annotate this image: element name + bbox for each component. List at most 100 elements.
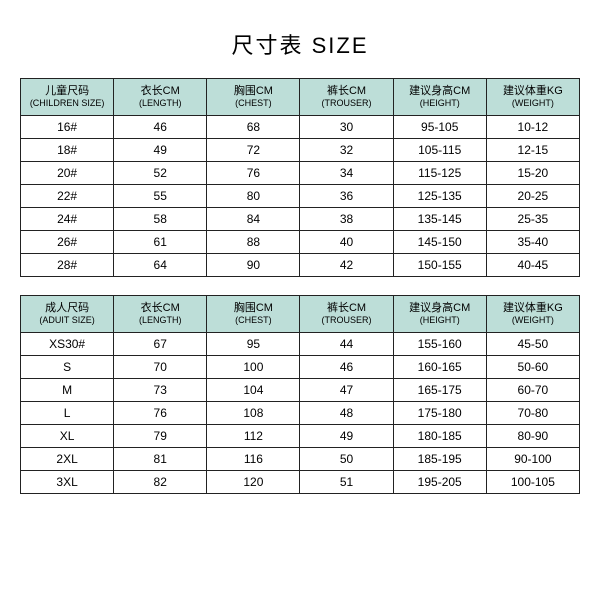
table-cell: 150-155 — [393, 254, 486, 277]
table-cell: 145-150 — [393, 231, 486, 254]
table-cell: 36 — [300, 185, 393, 208]
table-row: 26#618840145-15035-40 — [21, 231, 580, 254]
table-cell: 185-195 — [393, 448, 486, 471]
col-weight: 建议体重KG(WEIGHT) — [486, 79, 579, 116]
table-cell: 79 — [114, 425, 207, 448]
table-cell: 32 — [300, 139, 393, 162]
adult-size-table: 成人尺码(ADUIT SIZE) 衣长CM(LENGTH) 胸围CM(CHEST… — [20, 295, 580, 494]
table-cell: 100-105 — [486, 471, 579, 494]
table-cell: 50-60 — [486, 356, 579, 379]
table-cell: 16# — [21, 116, 114, 139]
table-cell: 61 — [114, 231, 207, 254]
table-cell: 40-45 — [486, 254, 579, 277]
table-row: 2XL8111650185-19590-100 — [21, 448, 580, 471]
table-cell: 45-50 — [486, 333, 579, 356]
table-cell: 108 — [207, 402, 300, 425]
table-cell: 100 — [207, 356, 300, 379]
table-cell: 26# — [21, 231, 114, 254]
table-cell: 80-90 — [486, 425, 579, 448]
table-gap — [20, 277, 580, 295]
table-cell: 84 — [207, 208, 300, 231]
table-cell: M — [21, 379, 114, 402]
col-chest: 胸围CM(CHEST) — [207, 79, 300, 116]
table-cell: 12-15 — [486, 139, 579, 162]
table-cell: 60-70 — [486, 379, 579, 402]
table-cell: 42 — [300, 254, 393, 277]
table-cell: 88 — [207, 231, 300, 254]
table-cell: 2XL — [21, 448, 114, 471]
table-cell: 44 — [300, 333, 393, 356]
table-cell: XS30# — [21, 333, 114, 356]
table-cell: 120 — [207, 471, 300, 494]
table-cell: 50 — [300, 448, 393, 471]
table-row: L7610848175-18070-80 — [21, 402, 580, 425]
table-cell: 3XL — [21, 471, 114, 494]
col-height: 建议身高CM(HEIGHT) — [393, 296, 486, 333]
table-cell: 90 — [207, 254, 300, 277]
table-cell: 81 — [114, 448, 207, 471]
table-cell: 72 — [207, 139, 300, 162]
table-cell: 195-205 — [393, 471, 486, 494]
table-cell: 49 — [300, 425, 393, 448]
table-row: 20#527634115-12515-20 — [21, 162, 580, 185]
table-cell: 76 — [207, 162, 300, 185]
page-title: 尺寸表 SIZE — [231, 28, 368, 60]
table-row: 24#588438135-14525-35 — [21, 208, 580, 231]
table-cell: 24# — [21, 208, 114, 231]
table-cell: 90-100 — [486, 448, 579, 471]
table-cell: 104 — [207, 379, 300, 402]
table-row: S7010046160-16550-60 — [21, 356, 580, 379]
table-cell: 46 — [114, 116, 207, 139]
table-cell: 30 — [300, 116, 393, 139]
table-cell: 49 — [114, 139, 207, 162]
table-cell: 38 — [300, 208, 393, 231]
table-cell: 76 — [114, 402, 207, 425]
col-length: 衣长CM(LENGTH) — [114, 296, 207, 333]
table-cell: 22# — [21, 185, 114, 208]
table-cell: 18# — [21, 139, 114, 162]
table-cell: 70 — [114, 356, 207, 379]
table-row: 22#558036125-13520-25 — [21, 185, 580, 208]
adult-header-row: 成人尺码(ADUIT SIZE) 衣长CM(LENGTH) 胸围CM(CHEST… — [21, 296, 580, 333]
table-cell: 116 — [207, 448, 300, 471]
table-cell: 165-175 — [393, 379, 486, 402]
table-cell: 40 — [300, 231, 393, 254]
table-cell: 73 — [114, 379, 207, 402]
col-length: 衣长CM(LENGTH) — [114, 79, 207, 116]
table-cell: 58 — [114, 208, 207, 231]
table-row: M7310447165-17560-70 — [21, 379, 580, 402]
table-cell: 180-185 — [393, 425, 486, 448]
col-adult-size: 成人尺码(ADUIT SIZE) — [21, 296, 114, 333]
table-cell: XL — [21, 425, 114, 448]
table-row: 18#497232105-11512-15 — [21, 139, 580, 162]
table-cell: 64 — [114, 254, 207, 277]
col-children-size: 儿童尺码(CHILDREN SIZE) — [21, 79, 114, 116]
table-cell: 67 — [114, 333, 207, 356]
table-cell: 35-40 — [486, 231, 579, 254]
table-cell: 20-25 — [486, 185, 579, 208]
table-cell: 20# — [21, 162, 114, 185]
table-cell: 95 — [207, 333, 300, 356]
table-row: 28#649042150-15540-45 — [21, 254, 580, 277]
table-row: XL7911249180-18580-90 — [21, 425, 580, 448]
table-cell: 160-165 — [393, 356, 486, 379]
col-trouser: 裤长CM(TROUSER) — [300, 296, 393, 333]
table-cell: 112 — [207, 425, 300, 448]
col-weight: 建议体重KG(WEIGHT) — [486, 296, 579, 333]
table-cell: 51 — [300, 471, 393, 494]
col-trouser: 裤长CM(TROUSER) — [300, 79, 393, 116]
table-row: 3XL8212051195-205100-105 — [21, 471, 580, 494]
table-cell: 46 — [300, 356, 393, 379]
table-cell: 70-80 — [486, 402, 579, 425]
table-cell: 10-12 — [486, 116, 579, 139]
table-cell: 55 — [114, 185, 207, 208]
table-cell: 15-20 — [486, 162, 579, 185]
table-cell: 68 — [207, 116, 300, 139]
table-cell: L — [21, 402, 114, 425]
table-row: 16#46683095-10510-12 — [21, 116, 580, 139]
table-cell: S — [21, 356, 114, 379]
table-cell: 82 — [114, 471, 207, 494]
table-cell: 125-135 — [393, 185, 486, 208]
table-cell: 155-160 — [393, 333, 486, 356]
table-cell: 34 — [300, 162, 393, 185]
